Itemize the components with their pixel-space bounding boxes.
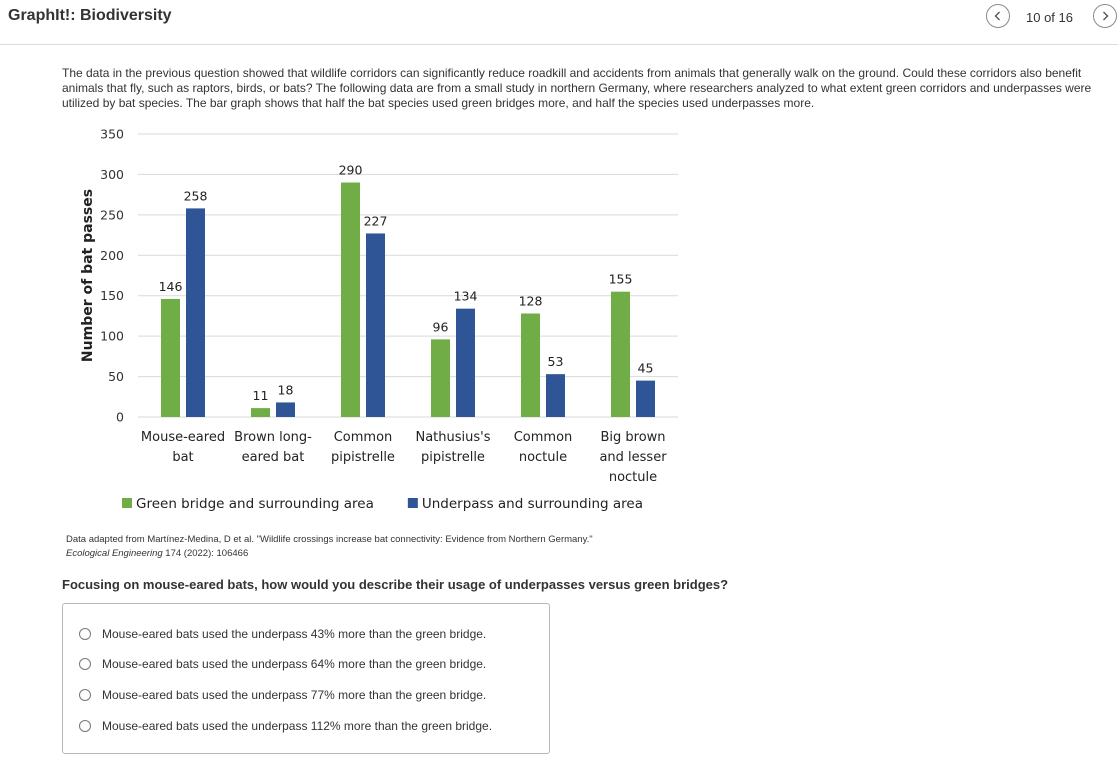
x-tick-label: noctule bbox=[519, 450, 567, 465]
radio-button[interactable] bbox=[79, 658, 91, 670]
y-tick-label: 0 bbox=[116, 410, 124, 425]
data-label: 146 bbox=[159, 279, 183, 294]
bar-green-bridge bbox=[161, 298, 180, 417]
y-tick-label: 50 bbox=[108, 369, 124, 384]
citation-line: Data adapted from Martínez-Medina, D et … bbox=[66, 534, 593, 545]
y-tick-label: 300 bbox=[100, 167, 124, 182]
data-label: 134 bbox=[454, 289, 478, 304]
bar-green-bridge bbox=[431, 339, 450, 417]
x-tick-label: bat bbox=[172, 450, 193, 465]
bar-underpass bbox=[186, 208, 205, 417]
bar-underpass bbox=[546, 374, 565, 417]
answer-option-label: Mouse-eared bats used the underpass 77% … bbox=[102, 688, 487, 702]
answer-options: Mouse-eared bats used the underpass 43% … bbox=[62, 603, 550, 754]
y-tick-label: 200 bbox=[100, 248, 124, 263]
question-text: Focusing on mouse-eared bats, how would … bbox=[62, 577, 729, 592]
y-axis-label: Number of bat passes bbox=[80, 189, 96, 362]
y-tick-label: 150 bbox=[100, 288, 124, 303]
x-tick-label: Common bbox=[334, 430, 393, 445]
data-label: 227 bbox=[364, 213, 388, 228]
bar-chart: 0 50 100 150 200 250 300 350 Number of bat passe… bbox=[80, 127, 678, 512]
legend-label: Green bridge and surrounding area bbox=[136, 496, 374, 512]
radio-button[interactable] bbox=[79, 628, 91, 640]
data-label: 128 bbox=[519, 294, 543, 309]
data-label: 11 bbox=[253, 388, 269, 403]
data-label: 53 bbox=[548, 354, 564, 369]
intro-paragraph: The data in the previous question showed… bbox=[62, 66, 1092, 110]
header-bar: GraphIt!: Biodiversity 10 of 16 bbox=[0, 0, 1118, 45]
chevron-left-icon bbox=[994, 11, 1000, 21]
legend-label: Underpass and surrounding area bbox=[422, 496, 643, 512]
bar-green-bridge bbox=[341, 182, 360, 417]
bar-green-bridge bbox=[251, 408, 270, 417]
legend-swatch bbox=[407, 498, 418, 508]
x-tick-label: and lesser bbox=[599, 450, 667, 465]
x-tick-label: noctule bbox=[609, 470, 657, 485]
answer-option-3[interactable]: Mouse-eared bats used the underpass 77% … bbox=[79, 686, 486, 704]
citation-details: 174 (2022): 106466 bbox=[162, 548, 249, 559]
y-tick-label: 350 bbox=[100, 127, 124, 142]
answer-option-label: Mouse-eared bats used the underpass 112%… bbox=[102, 719, 493, 733]
previous-page-button[interactable] bbox=[986, 4, 1010, 28]
data-label: 96 bbox=[433, 319, 449, 334]
bar-underpass bbox=[366, 233, 385, 417]
chevron-right-icon bbox=[1103, 11, 1109, 21]
x-tick-label: Brown long- bbox=[234, 430, 312, 445]
x-tick-label: Common bbox=[514, 430, 573, 445]
data-label: 290 bbox=[339, 163, 363, 178]
citation: Data adapted from Martínez-Medina, D et … bbox=[66, 533, 593, 561]
x-tick-label: Mouse-eared bbox=[141, 430, 225, 445]
app-title: GraphIt!: Biodiversity bbox=[8, 7, 172, 24]
next-page-button[interactable] bbox=[1093, 4, 1117, 28]
data-label: 18 bbox=[278, 382, 294, 397]
x-tick-label: pipistrelle bbox=[331, 450, 395, 465]
x-tick-label: eared bat bbox=[242, 450, 305, 465]
radio-button[interactable] bbox=[79, 720, 91, 732]
x-tick-label: pipistrelle bbox=[421, 450, 485, 465]
citation-journal: Ecological Engineering bbox=[66, 548, 163, 559]
bar-green-bridge bbox=[611, 291, 630, 417]
y-tick-label: 100 bbox=[100, 329, 124, 344]
answer-option-label: Mouse-eared bats used the underpass 43% … bbox=[102, 627, 487, 641]
data-label: 155 bbox=[609, 272, 633, 287]
answer-option-label: Mouse-eared bats used the underpass 64% … bbox=[102, 657, 487, 671]
bar-green-bridge bbox=[521, 313, 540, 417]
page-counter: 10 of 16 bbox=[1026, 10, 1073, 25]
answer-option-1[interactable]: Mouse-eared bats used the underpass 43% … bbox=[79, 625, 486, 643]
x-tick-label: Nathusius's bbox=[415, 430, 490, 445]
data-label: 45 bbox=[638, 361, 654, 376]
bar-underpass bbox=[636, 380, 655, 417]
bar-underpass bbox=[456, 308, 475, 417]
radio-button[interactable] bbox=[79, 689, 91, 701]
x-tick-label: Big brown bbox=[600, 430, 665, 445]
bar-underpass bbox=[276, 402, 295, 417]
answer-option-4[interactable]: Mouse-eared bats used the underpass 112%… bbox=[79, 717, 492, 735]
y-tick-label: 250 bbox=[100, 207, 124, 222]
data-label: 258 bbox=[184, 188, 208, 203]
legend-swatch bbox=[122, 498, 132, 508]
answer-option-2[interactable]: Mouse-eared bats used the underpass 64% … bbox=[79, 655, 486, 673]
